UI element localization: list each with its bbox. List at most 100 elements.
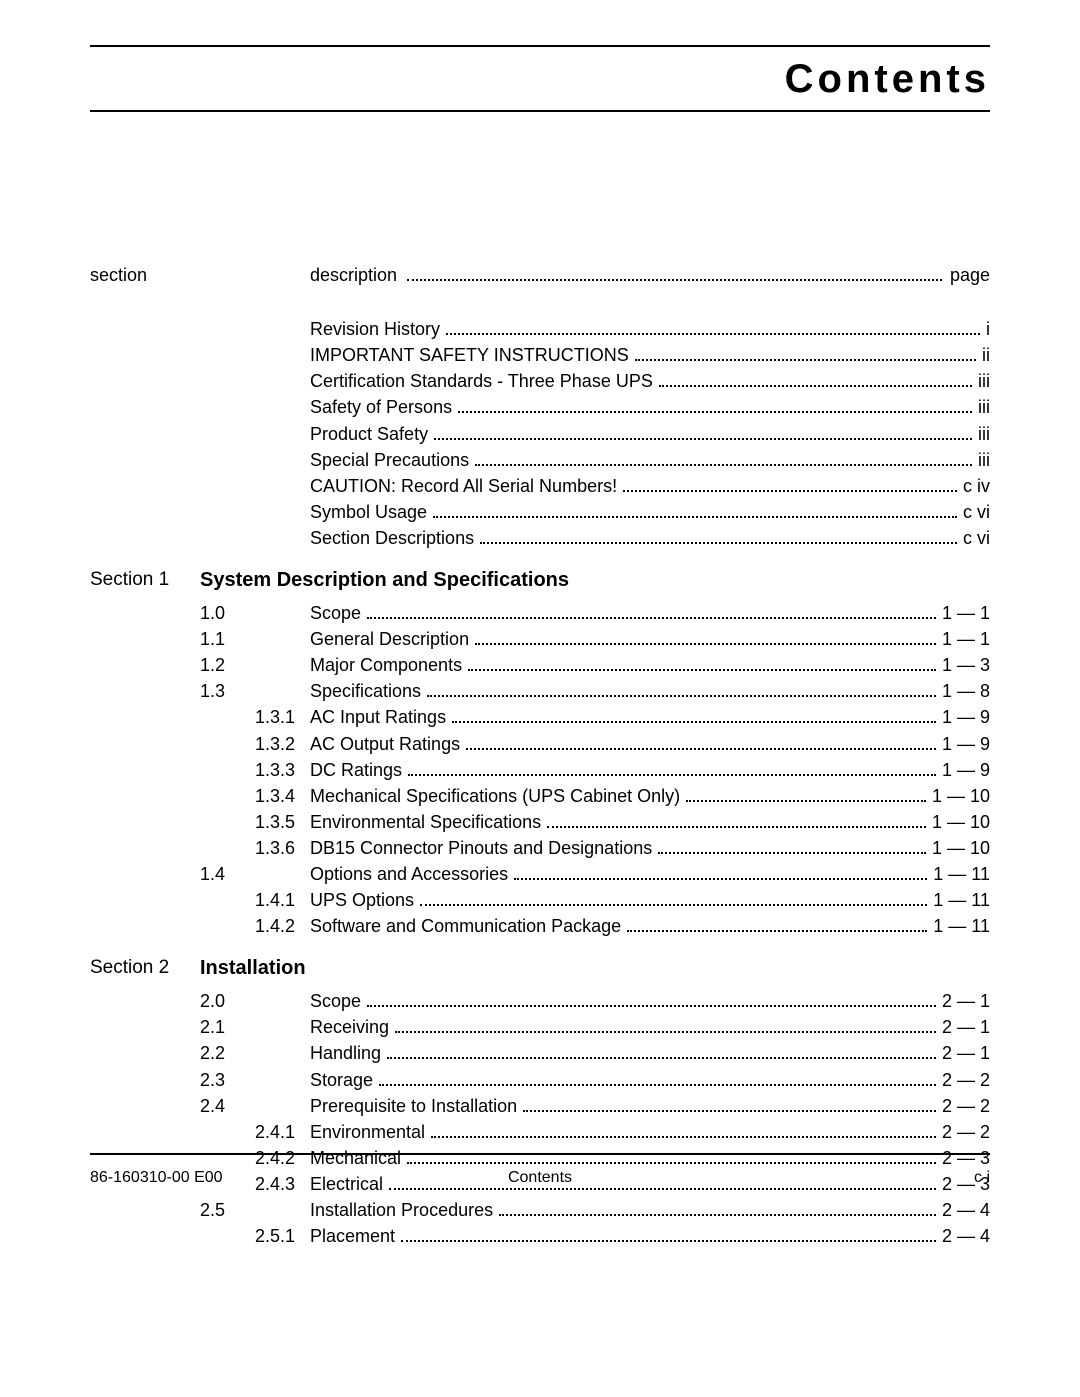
toc-entry: 2.5Installation Procedures2 — 4 [90,1197,990,1223]
toc-entry-number: 1.4 [200,861,255,887]
toc-entry-number: 1.0 [200,600,255,626]
leader-dots [475,450,972,465]
toc-entry-description: Certification Standards - Three Phase UP… [310,368,657,394]
toc-entry-page: 1 — 3 [938,652,990,678]
toc-entry: 2.0Scope2 — 1 [90,988,990,1014]
toc-entry: 1.2Major Components1 — 3 [90,652,990,678]
leader-dots [407,265,942,281]
toc-entry-subnumber: 2.4.1 [255,1119,310,1145]
toc-entry-page: 1 — 11 [929,861,990,887]
leader-dots [547,812,926,827]
toc-entry-subnumber: 1.4.2 [255,913,310,939]
toc-entry-page: iii [974,447,990,473]
toc-entry-description: Product Safety [310,421,432,447]
toc-body: section description page Revision Histor… [90,265,990,1249]
front-matter-block: Revision HistoryiIMPORTANT SAFETY INSTRU… [90,316,990,551]
header-description-label: description [310,265,403,286]
toc-entry: Safety of Personsiii [90,394,990,420]
toc-entry: 1.3 Specifications 1 — 8 [90,678,990,704]
leader-dots [379,1070,936,1085]
toc-entry-description: Placement [310,1223,399,1249]
leader-dots [458,398,972,413]
toc-entry-page: 2 — 1 [938,1014,990,1040]
toc-entry-number: 2.4 [200,1093,255,1119]
toc-entry-page: 1 — 1 [938,600,990,626]
toc-entry: 1.3.6DB15 Connector Pinouts and Designat… [90,835,990,861]
toc-entry: 1.0Scope1 — 1 [90,600,990,626]
toc-entry-page: 1 — 9 [938,731,990,757]
leader-dots [395,1018,936,1033]
toc-entry-description: Options and Accessories [310,861,512,887]
page-header: Contents [90,45,990,112]
toc-entry-description: General Description [310,626,473,652]
toc-entry-subnumber: 1.3.2 [255,731,310,757]
toc-entry-description: Section Descriptions [310,525,478,551]
toc-entry: 1.4.1UPS Options1 — 11 [90,887,990,913]
toc-entry-number: 2.1 [200,1014,255,1040]
toc-entry-description: DB15 Connector Pinouts and Designations [310,835,656,861]
leader-dots [387,1044,936,1059]
leader-dots [686,786,926,801]
toc-entry-page: 1 — 10 [928,783,990,809]
toc-entry-description: Major Components [310,652,466,678]
toc-entry-description: CAUTION: Record All Serial Numbers! [310,473,621,499]
leader-dots [433,503,957,518]
toc-entry: 1.3.2AC Output Ratings 1 — 9 [90,731,990,757]
toc-entry-number: 2.5 [200,1197,255,1223]
section-label: Section 1 [90,569,200,592]
toc-entry-page: 2 — 4 [938,1197,990,1223]
toc-entry-subnumber: 1.4.1 [255,887,310,913]
toc-entry-number: 2.2 [200,1040,255,1066]
footer-section-name: Contents [390,1169,690,1187]
toc-entry-page: 1 — 8 [938,678,990,704]
section-heading: Section 1System Description and Specific… [90,569,990,592]
toc-entry-description: Environmental Specifications [310,809,545,835]
leader-dots [420,891,927,906]
toc-entry-page: 1 — 9 [938,757,990,783]
header-section-label: section [90,265,200,286]
toc-entry-page: 1 — 11 [929,913,990,939]
toc-entry-description: Symbol Usage [310,499,431,525]
toc-entry-subnumber: 2.5.1 [255,1223,310,1249]
section-entries: 1.0Scope1 — 11.1General Description1 — 1… [90,600,990,939]
page-footer: 86-160310-00 E00 Contents c i [90,1153,990,1187]
header-page-label: page [946,265,990,286]
toc-entry-page: 2 — 2 [938,1093,990,1119]
toc-entry-description: Environmental [310,1119,429,1145]
toc-entry-subnumber: 1.3.6 [255,835,310,861]
toc-entry-description: Special Precautions [310,447,473,473]
section-title: System Description and Specifications [200,569,990,592]
toc-entry-description: UPS Options [310,887,418,913]
toc-entry-description: AC Output Ratings [310,731,464,757]
toc-entry-page: 2 — 1 [938,988,990,1014]
toc-entry-number: 1.3 [200,678,255,704]
section-label: Section 2 [90,957,200,980]
toc-entry-page: 1 — 10 [928,809,990,835]
toc-entry-subnumber: 1.3.5 [255,809,310,835]
toc-entry-description: IMPORTANT SAFETY INSTRUCTIONS [310,342,633,368]
toc-entry-description: Specifications [310,678,425,704]
toc-entry-page: c iv [959,473,990,499]
toc-entry-page: 2 — 4 [938,1223,990,1249]
leader-dots [401,1227,936,1242]
leader-dots [466,734,936,749]
leader-dots [468,656,936,671]
toc-entry-page: iii [974,394,990,420]
toc-entry: 2.4Prerequisite to Installation2 — 2 [90,1093,990,1119]
toc-entry-description: AC Input Ratings [310,704,450,730]
leader-dots [499,1201,936,1216]
toc-entry-number: 2.3 [200,1067,255,1093]
toc-entry: CAUTION: Record All Serial Numbers! c iv [90,473,990,499]
leader-dots [367,604,936,619]
toc-entry: 1.1General Description1 — 1 [90,626,990,652]
leader-dots [427,682,936,697]
section-title: Installation [200,957,990,980]
toc-entry-page: iii [974,368,990,394]
toc-entry-description: Software and Communication Package [310,913,625,939]
leader-dots [514,865,927,880]
toc-entry: 2.1Receiving2 — 1 [90,1014,990,1040]
toc-entry-page: iii [974,421,990,447]
leader-dots [659,372,972,387]
leader-dots [475,630,936,645]
section-heading: Section 2Installation [90,957,990,980]
